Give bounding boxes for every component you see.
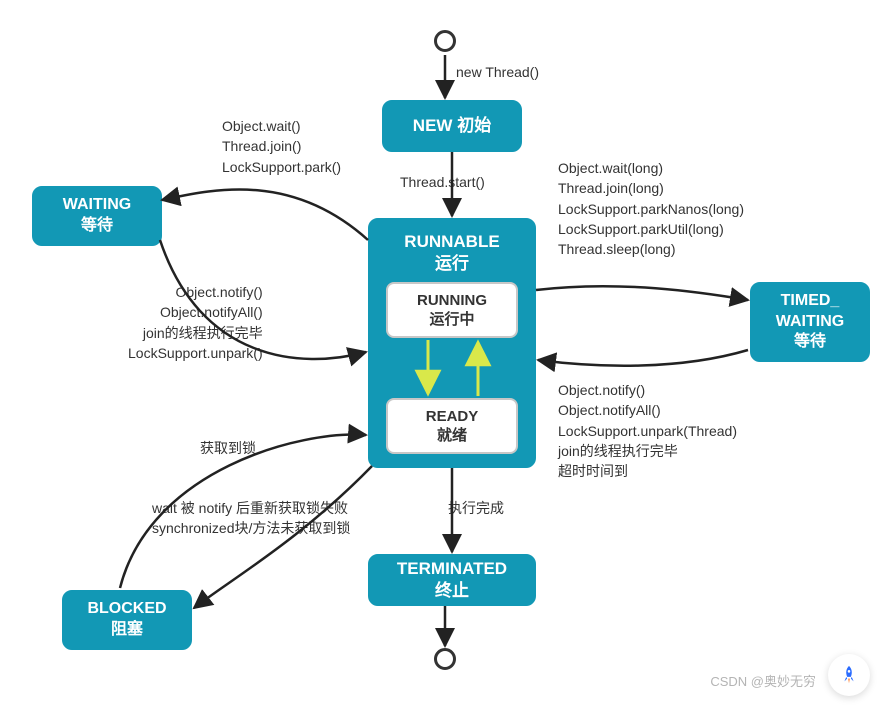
node-ready: READY 就绪 (386, 398, 518, 454)
label-from-timed: Object.notify() Object.notifyAll() LockS… (558, 380, 737, 481)
watermark: CSDN @奥妙无穷 (710, 671, 816, 690)
rocket-icon (828, 654, 870, 696)
node-ready-cn: 就绪 (437, 426, 467, 446)
node-new: NEW 初始 (382, 100, 522, 152)
node-terminated: TERMINATED 终止 (368, 554, 536, 606)
label-exec-done: 执行完成 (448, 498, 504, 518)
node-running-cn: 运行中 (429, 310, 474, 330)
start-circle (434, 30, 456, 52)
node-timed-cn: 等待 (794, 332, 826, 353)
node-waiting-en: WAITING (63, 195, 131, 216)
end-circle (434, 648, 456, 670)
node-timed-en: TIMED_ WAITING (776, 291, 844, 333)
node-waiting-cn: 等待 (81, 216, 113, 237)
label-thread-start: Thread.start() (400, 172, 485, 192)
label-new-thread: new Thread() (456, 62, 539, 82)
label-to-timed: Object.wait(long) Thread.join(long) Lock… (558, 158, 744, 259)
node-running-en: RUNNING (417, 291, 487, 311)
node-terminated-cn: 终止 (435, 580, 469, 602)
node-terminated-en: TERMINATED (397, 558, 507, 580)
node-blocked-cn: 阻塞 (111, 620, 143, 641)
node-ready-en: READY (426, 407, 479, 427)
node-new-label: NEW 初始 (413, 115, 491, 137)
thread-state-diagram: NEW 初始 RUNNABLE 运行 RUNNING 运行中 READY 就绪 … (0, 0, 890, 708)
node-runnable-title-en: RUNNABLE (404, 231, 499, 253)
label-from-waiting: Object.notify() Object.notifyAll() join的… (128, 282, 263, 363)
node-runnable-title-cn: 运行 (435, 253, 469, 275)
label-to-blocked: wait 被 notify 后重新获取锁失败 synchronized块/方法未… (152, 498, 350, 539)
node-timed-waiting: TIMED_ WAITING 等待 (750, 282, 870, 362)
node-blocked-en: BLOCKED (87, 599, 166, 620)
node-running: RUNNING 运行中 (386, 282, 518, 338)
node-waiting: WAITING 等待 (32, 186, 162, 246)
label-to-waiting: Object.wait() Thread.join() LockSupport.… (222, 116, 341, 177)
label-from-blocked: 获取到锁 (200, 438, 256, 458)
node-blocked: BLOCKED 阻塞 (62, 590, 192, 650)
